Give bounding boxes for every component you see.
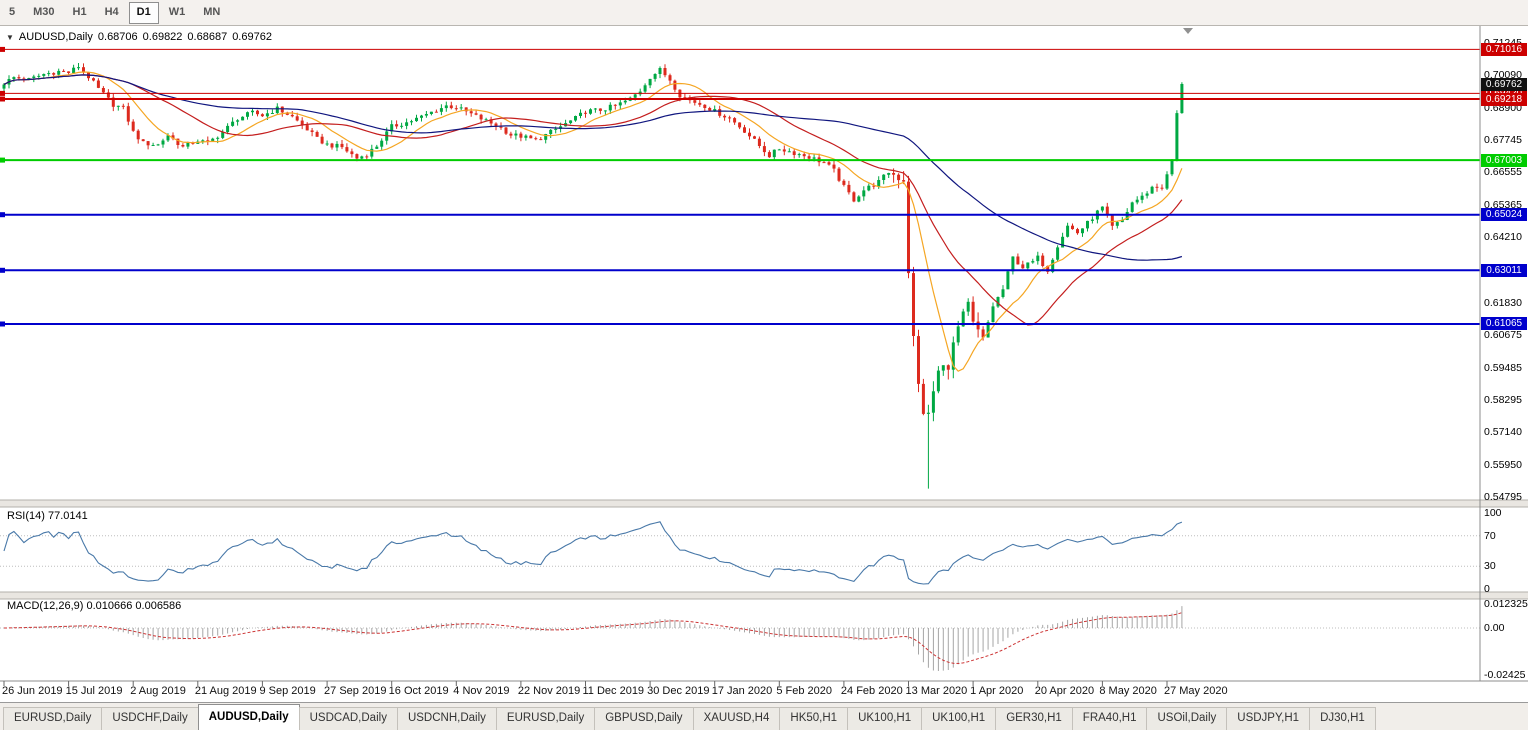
chart-ohlc-title: ▼ AUDUSD,Daily 0.68706 0.69822 0.68687 0.6976…	[6, 31, 277, 43]
price-axis[interactable]	[1480, 26, 1528, 681]
timeframe-h1[interactable]: H1	[72, 5, 87, 18]
timeframe-w1[interactable]: W1	[168, 5, 186, 18]
chart-tab-hk50-h1[interactable]: HK50,H1	[779, 707, 849, 730]
timeframe-h4[interactable]: H4	[104, 5, 119, 18]
chart-tab-gbpusd-daily[interactable]: GBPUSD,Daily	[594, 707, 694, 730]
timeframe-d1[interactable]: D1	[128, 1, 159, 24]
chart-tab-eurusd-daily[interactable]: EURUSD,Daily	[3, 707, 103, 730]
ohlc-close: 0.69762	[232, 31, 272, 43]
chart-tab-usdjpy-h1[interactable]: USDJPY,H1	[1226, 707, 1311, 730]
ohlc-open: 0.68706	[97, 31, 138, 43]
chart-tab-uk100-h1[interactable]: UK100,H1	[847, 707, 923, 730]
chart-tab-usdcad-daily[interactable]: USDCAD,Daily	[298, 707, 398, 730]
time-axis[interactable]	[0, 682, 1528, 703]
chart-symbol-label: AUDUSD,Daily	[18, 31, 93, 43]
ohlc-low: 0.68687	[187, 31, 228, 43]
chart-dropdown-icon[interactable]: ▼	[6, 33, 14, 42]
chart-tab-fra40-h1[interactable]: FRA40,H1	[1071, 707, 1148, 730]
ohlc-high: 0.69822	[142, 31, 183, 43]
chart-tab-usdcnh-daily[interactable]: USDCNH,Daily	[396, 707, 497, 730]
timeframe-5[interactable]: 5	[9, 5, 16, 18]
timeframe-toolbar: 5 M30 H1 H4 D1 W1 MN	[0, 0, 1528, 26]
timeframe-m30[interactable]: M30	[33, 5, 55, 18]
macd-indicator-label: MACD(12,26,9) 0.010666 0.006586	[7, 600, 182, 612]
chart-tab-usdchf-daily[interactable]: USDCHF,Daily	[101, 707, 199, 730]
chart-tab-xauusd-h4[interactable]: XAUUSD,H4	[692, 707, 781, 730]
chart-tab-usoil-daily[interactable]: USOil,Daily	[1146, 707, 1228, 730]
chart-tab-audusd-daily[interactable]: AUDUSD,Daily	[197, 704, 300, 730]
chart-tab-dj30-h1[interactable]: DJ30,H1	[1309, 707, 1376, 730]
chart-tab-uk100-h1[interactable]: UK100,H1	[921, 707, 997, 730]
chart-tabs-bar: EURUSD,Daily USDCHF,Daily AUDUSD,Daily USDC…	[0, 702, 1528, 730]
chart-tab-ger30-h1[interactable]: GER30,H1	[995, 707, 1073, 730]
chart-tab-eurusd-daily[interactable]: EURUSD,Daily	[495, 707, 596, 730]
rsi-indicator-label: RSI(14) 77.0141	[7, 510, 88, 522]
timeframe-mn[interactable]: MN	[203, 5, 221, 18]
chart-canvas[interactable]	[0, 0, 1528, 703]
